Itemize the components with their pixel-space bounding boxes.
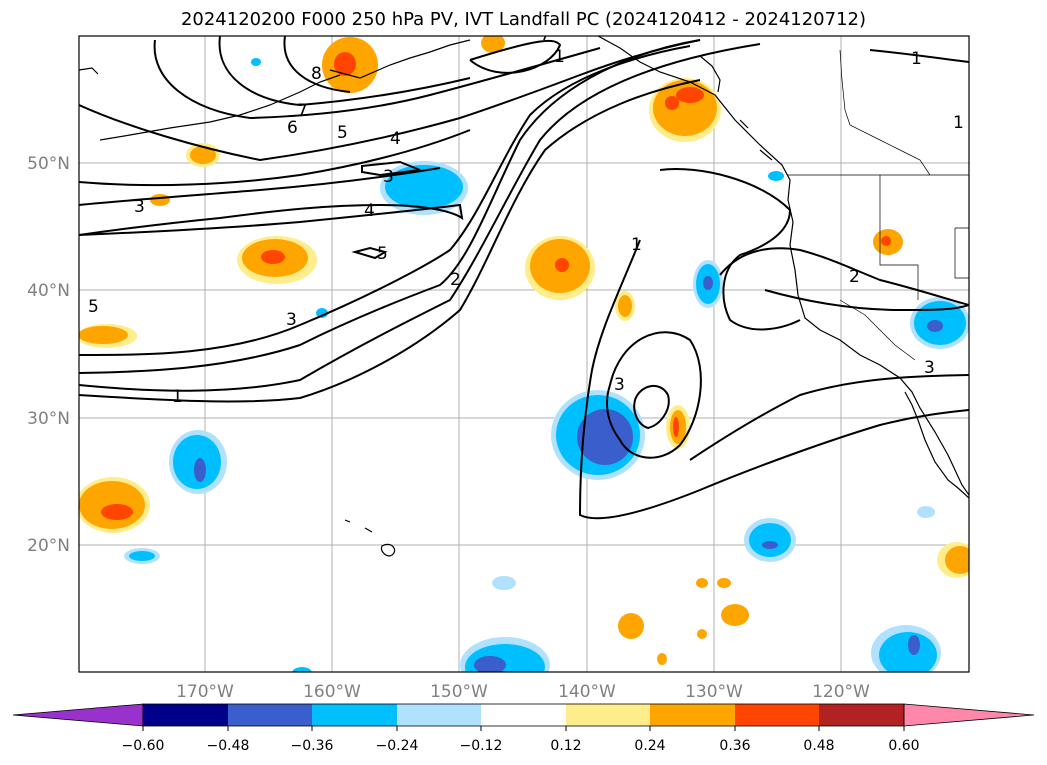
negative-anomaly-patch [551, 390, 645, 480]
contour-label: 4 [390, 129, 401, 149]
colorbar-frame [142, 703, 905, 727]
negative-anomaly-patch [871, 625, 941, 672]
contour-label: 7 [297, 101, 308, 121]
colorbar-tick-label: 0.24 [634, 738, 665, 754]
colorbar-tick-label: −0.60 [122, 738, 165, 754]
colorbar-tick-label: 0.48 [803, 738, 834, 754]
lon-label: 170°W [176, 682, 234, 702]
map-border [78, 35, 970, 673]
longitude-labels: 170°W 160°W 150°W 140°W 130°W 120°W [176, 682, 870, 702]
graticule [79, 36, 969, 672]
contour-label: 5 [377, 244, 388, 264]
positive-anomaly-patch [615, 291, 635, 321]
negative-anomaly-patch [768, 171, 935, 518]
positive-anomaly-patch [618, 613, 644, 639]
contour-label: 4 [364, 201, 375, 221]
colorbar-tick-label: 0.12 [550, 738, 581, 754]
colorbar-extend-low [12, 703, 144, 727]
colorbar-tick-label: −0.12 [460, 738, 503, 754]
colorbar-tick-label: 0.36 [719, 738, 750, 754]
negative-anomaly-patch [124, 548, 160, 564]
positive-anomaly-patch [322, 37, 378, 93]
colorbar-segment [735, 704, 819, 726]
negative-anomaly-patch [251, 58, 261, 66]
positive-anomaly-patch [721, 604, 749, 626]
colorbar-tick-label: −0.48 [207, 738, 250, 754]
positive-anomaly-patch [657, 629, 707, 665]
colorbar-segment [650, 704, 735, 726]
contour-label: 5 [337, 123, 348, 143]
positive-anomaly-patch [150, 194, 170, 206]
lon-label: 150°W [430, 682, 488, 702]
negative-anomaly-patch [910, 297, 969, 349]
contour-label: 3 [134, 197, 145, 217]
negative-anomaly-patch [693, 260, 723, 308]
contour-label: 1 [911, 49, 922, 69]
contour-label: 3 [286, 310, 297, 330]
lat-label: 20°N [27, 536, 70, 556]
colorbar-tick-label: −0.24 [376, 738, 419, 754]
colorbar-extend-high [903, 703, 1035, 727]
positive-anomaly-patch [666, 405, 690, 449]
contour-label: 3 [614, 375, 625, 395]
positive-anomaly-patch [937, 542, 969, 578]
colorbar-segment [566, 704, 650, 726]
contour-label: 2 [849, 267, 860, 287]
contour-label: 1 [172, 387, 183, 407]
lat-label: 40°N [27, 281, 70, 301]
lon-label: 120°W [812, 682, 870, 702]
colorbar-tick-label: −0.36 [291, 738, 334, 754]
contour-label: 7 [540, 25, 551, 45]
contour-label: 1 [953, 113, 964, 133]
colorbar-segment [397, 704, 481, 726]
ivt-filled-contours [79, 36, 969, 672]
positive-anomaly-patch [696, 578, 731, 588]
negative-anomaly-patch [316, 308, 328, 318]
colorbar-segment [228, 704, 312, 726]
map-area [79, 36, 969, 672]
lon-label: 130°W [685, 682, 743, 702]
contour-label: 5 [88, 297, 99, 317]
contour-label: 1 [554, 47, 565, 67]
positive-anomaly-patch [79, 324, 137, 348]
contour-label: 1 [631, 235, 642, 255]
lon-label: 140°W [558, 682, 616, 702]
contour-label: 6 [287, 118, 298, 138]
colorbar-tick-label: 0.60 [888, 738, 919, 754]
colorbar-segment [143, 704, 228, 726]
pv-contours [79, 36, 969, 520]
contour-label-group: 1 7 8 7 6 5 4 1 1 3 3 4 5 5 3 2 1 1 2 3 … [88, 25, 964, 407]
positive-anomaly-patch [649, 78, 721, 142]
contour-label: 3 [383, 167, 394, 187]
colorbar-segment [819, 704, 904, 726]
lon-label: 160°W [303, 682, 361, 702]
colorbar: −0.60 −0.48 −0.36 −0.24 −0.12 0.12 0.24 … [12, 703, 1035, 754]
map-title: 2024120200 F000 250 hPa PV, IVT Landfall… [180, 9, 867, 30]
coastlines [79, 36, 969, 557]
positive-anomaly-patch [525, 236, 595, 300]
positive-anomaly-patch [481, 36, 505, 53]
colorbar-ticks [142, 726, 905, 731]
latitude-labels: 50°N 40°N 30°N 20°N [27, 154, 70, 556]
contour-label: 3 [924, 358, 935, 378]
positive-anomaly-patch [237, 236, 317, 284]
contour-label: 8 [311, 64, 322, 84]
negative-anomaly-patch [460, 637, 550, 672]
negative-anomaly-patch [744, 518, 796, 562]
positive-anomaly-patch [79, 477, 150, 533]
lat-label: 30°N [27, 409, 70, 429]
contour-label: 2 [450, 270, 461, 290]
colorbar-segment [481, 704, 566, 726]
negative-anomaly-patch [292, 667, 312, 672]
positive-anomaly-patch [873, 229, 903, 255]
lat-label: 50°N [27, 154, 70, 174]
negative-anomaly-patch [169, 430, 227, 494]
negative-anomaly-patch [492, 576, 516, 590]
colorbar-segment [312, 704, 397, 726]
